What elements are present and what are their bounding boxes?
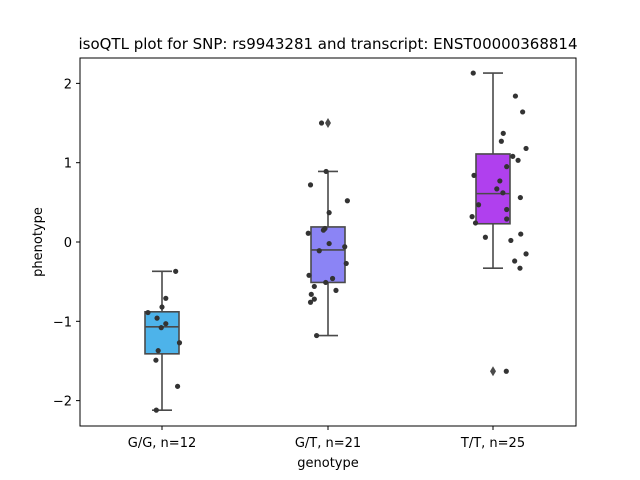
data-point (145, 309, 151, 316)
data-point (512, 258, 518, 264)
y-tick-label: −2 (53, 395, 72, 410)
boxes-layer (144, 70, 529, 413)
y-axis: −2 −1 0 1 2 (53, 77, 80, 410)
y-axis-label: phenotype (31, 207, 46, 277)
data-point (307, 182, 314, 188)
box-iqr (144, 310, 180, 355)
data-point (326, 210, 332, 216)
data-point (469, 214, 475, 220)
data-point (523, 251, 529, 257)
x-tick-label: G/G, n=12 (128, 436, 196, 451)
box-group (305, 118, 350, 339)
y-tick-label: 0 (64, 236, 72, 251)
x-axis-label: genotype (297, 456, 358, 471)
data-point (512, 93, 519, 99)
data-point (307, 299, 314, 305)
data-point (517, 265, 523, 271)
data-point (504, 216, 510, 222)
outlier-marker (490, 366, 496, 377)
data-point (510, 153, 516, 159)
data-point (515, 157, 521, 163)
data-point (154, 315, 160, 321)
data-point (329, 275, 336, 282)
data-point (503, 368, 509, 374)
data-point (320, 227, 327, 233)
x-tick-label: G/T, n=21 (295, 436, 361, 451)
data-point (500, 130, 506, 136)
data-point (475, 202, 482, 208)
data-point (163, 295, 169, 301)
data-point (504, 206, 510, 213)
data-point (174, 383, 181, 389)
data-point (163, 321, 169, 327)
y-tick-label: −1 (53, 315, 72, 330)
data-point (306, 272, 312, 278)
box-iqr (475, 153, 511, 225)
data-point (508, 237, 514, 244)
data-point (314, 332, 320, 339)
data-point (520, 109, 526, 115)
data-point (153, 407, 159, 413)
data-point (159, 304, 165, 310)
data-point (318, 120, 325, 126)
data-point (518, 231, 524, 237)
data-point (323, 279, 329, 286)
chart-title: isoQTL plot for SNP: rs9943281 and trans… (78, 35, 577, 53)
box-group (144, 268, 183, 413)
data-point (153, 357, 159, 363)
data-point (155, 348, 161, 354)
data-point (504, 164, 510, 170)
x-axis: G/G, n=12 G/T, n=21 T/T, n=25 (128, 426, 525, 451)
data-point (176, 340, 183, 346)
data-point (323, 168, 329, 175)
data-point (523, 145, 529, 152)
data-point (344, 198, 350, 204)
data-point (482, 234, 488, 240)
data-point (472, 220, 479, 226)
data-point (308, 291, 314, 297)
data-point (326, 240, 332, 247)
box-group (469, 70, 529, 377)
data-point (158, 325, 164, 331)
data-point (173, 268, 179, 274)
outlier-marker (325, 118, 331, 129)
box-iqr (310, 226, 346, 284)
y-tick-label: 2 (64, 77, 72, 92)
data-point (333, 287, 339, 293)
y-tick-label: 1 (64, 157, 72, 172)
data-point (316, 248, 322, 254)
data-point (342, 244, 348, 250)
data-point (497, 178, 503, 184)
data-point (470, 70, 476, 76)
data-point (517, 194, 523, 201)
data-point (343, 260, 349, 267)
x-tick-label: T/T, n=25 (460, 436, 525, 451)
data-point (311, 296, 317, 302)
data-point (494, 186, 500, 192)
data-point (311, 283, 317, 290)
data-point (305, 230, 311, 236)
data-point (498, 138, 504, 144)
data-point (500, 190, 506, 196)
data-point (471, 172, 477, 178)
